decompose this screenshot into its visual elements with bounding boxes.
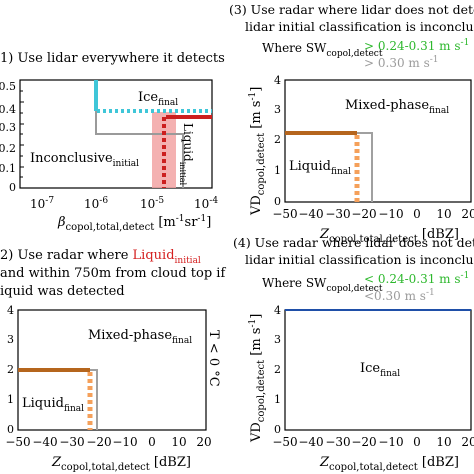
panel-4-yticks: 0 1 2 3 4	[274, 304, 281, 436]
panel-1-xtick: 10-7	[30, 196, 54, 211]
panel-2-xtick: −50	[5, 435, 30, 449]
panel-2-liquid-label: Liquidfinal	[22, 396, 84, 414]
panel-4-ylabel: VDcopol,detect [m s-1]	[248, 314, 267, 443]
panel-3-mixed-phase-label: Mixed-phasefinal	[345, 98, 449, 116]
panel-4-ytick: 3	[274, 333, 281, 346]
panel-4-xtick: −50	[272, 435, 297, 449]
panel-2-xtick: 10	[171, 435, 186, 449]
panel-2-title-line-3: iquid was detected	[0, 284, 125, 299]
panel-1-liquid-label: Liquidinitial	[178, 123, 195, 186]
panel-4-ice-label: Icefinal	[360, 361, 400, 379]
panel-3-axes-frame	[284, 79, 472, 203]
panel-2-xtick: −20	[86, 435, 111, 449]
panel-4-ytick: 0	[274, 423, 281, 436]
panel-1-ytick: 0.4	[0, 103, 16, 116]
panel-4-xtick: 0	[413, 435, 421, 449]
panel-3-legend-gray: > 0.30 m s-1	[364, 55, 439, 70]
panel-3-legend-green: > 0.24-0.31 m s-1	[364, 38, 469, 53]
panel-2-xtick: −10	[112, 435, 137, 449]
panel-3-ytick: 2	[274, 133, 281, 146]
panel-1-ytick: 0.1	[0, 162, 16, 175]
panel-2-ytick: 0	[7, 423, 14, 436]
panel-4-xticks: −50 −40 −30 −20 −10 0 10 20	[272, 435, 474, 449]
panel-1-xtick: 10-5	[140, 196, 164, 211]
panel-2-xtick: 0	[148, 435, 156, 449]
panel-3-xtick: −10	[378, 207, 403, 221]
panel-4-title-line-2: lidar initial classification is inconclu…	[245, 252, 474, 267]
panel-3-xticks: −50 −40 −30 −20 −10 0 10 20	[272, 207, 474, 221]
panel-3-ytick: 3	[274, 103, 281, 116]
panel-3-legend-where: Where SWcopol,detect	[262, 41, 383, 59]
panel-1-ytick: 0.2	[0, 142, 16, 155]
panel-3-liquid-label: Liquidfinal	[289, 159, 351, 177]
panel-1-yticks: 0 0.1 0.2 0.3 0.4 0.5	[0, 80, 16, 194]
panel-3-ytick: 1	[274, 164, 281, 177]
panel-3-title-line-1: (3) Use radar where lidar does not detec…	[229, 2, 474, 17]
panel-3: (3) Use radar where lidar does not detec…	[229, 2, 474, 245]
panel-4-legend-where: Where SWcopol,detect	[262, 276, 383, 294]
panel-4-xtick: −20	[351, 435, 376, 449]
panel-4-ytick: 4	[274, 304, 281, 317]
panel-4-xtick: −10	[378, 435, 403, 449]
panel-4-xtick: −40	[298, 435, 323, 449]
panel-3-xtick: −50	[272, 207, 297, 221]
panel-1-ytick: 0.3	[0, 121, 16, 134]
panel-1-ytick-marks	[20, 90, 24, 189]
panel-3-yticks: 0 1 2 3 4	[274, 74, 281, 208]
panel-1-xtick: 10-4	[194, 196, 218, 211]
panel-2-ytick: 3	[7, 333, 14, 346]
panel-3-ylabel: VDcopol,detect [m s-1]	[248, 87, 267, 216]
panel-4: (4) Use radar where lidar does not detec…	[233, 235, 474, 473]
panel-3-xtick: 20	[461, 207, 474, 221]
panel-1-xtick: 10-6	[84, 196, 108, 211]
panel-4-ytick: 2	[274, 363, 281, 376]
panel-2-title-line-2: and within 750m from cloud top if	[0, 266, 226, 281]
panel-2-xticks: −50 −40 −30 −20 −10 0 10 20	[5, 435, 211, 449]
panel-3-xtick: −30	[325, 207, 350, 221]
panel-4-xtick: 20	[461, 435, 474, 449]
panel-4-title-line-1: (4) Use radar where lidar does not detec…	[233, 235, 474, 250]
panel-1-xticks: 10-7 10-6 10-5 10-4	[30, 196, 218, 211]
panel-1-ice-label: Icefinal	[138, 90, 178, 108]
panel-2-side-label: T < 0 °C	[206, 330, 221, 387]
panel-3-title-line-2: lidar initial classification is inconclu…	[245, 19, 474, 34]
panel-1-inconclusive-label: Inconclusiveinitial	[30, 151, 139, 169]
panel-3-xtick: 0	[413, 207, 421, 221]
panel-1-xlabel: βcopol,total,detect [m-1sr-1]	[57, 214, 211, 233]
panel-2-mixed-phase-label: Mixed-phasefinal	[88, 328, 192, 346]
panel-4-ytick: 1	[274, 393, 281, 406]
panel-1-ytick: 0	[9, 181, 16, 194]
panel-2-xtick: −30	[59, 435, 84, 449]
panel-2-ytick: 1	[7, 393, 14, 406]
panel-2-yticks: 0 1 2 3 4	[7, 304, 14, 436]
panel-3-xtick: −40	[298, 207, 323, 221]
panel-3-ytick: 4	[274, 74, 281, 87]
panel-3-xtick: 10	[436, 207, 451, 221]
panel-2-ytick: 2	[7, 363, 14, 376]
panel-4-xtick: 10	[436, 435, 451, 449]
panel-2-xtick: −40	[32, 435, 57, 449]
panel-3-ytick: 0	[274, 195, 281, 208]
panel-2: 2) Use radar where Liquidinitial and wit…	[0, 248, 226, 473]
panel-4-xtick: −30	[325, 435, 350, 449]
panel-1: 1) Use lidar everywhere it detects 0 0.1…	[0, 51, 225, 233]
panel-3-xtick: −20	[351, 207, 376, 221]
panel-3-xlabel: Zcopol,total,detect [dBZ]	[319, 227, 459, 245]
panel-4-xlabel: Zcopol,total,detect [dBZ]	[319, 455, 459, 473]
panel-2-ytick: 4	[7, 304, 14, 317]
panel-2-xtick: 20	[196, 435, 211, 449]
panel-4-legend-gray: <0.30 m s-1	[364, 288, 435, 303]
panel-4-legend-green: < 0.24-0.31 m s-1	[364, 271, 469, 286]
panel-1-title: 1) Use lidar everywhere it detects	[0, 51, 225, 66]
panel-2-xlabel: Zcopol,total,detect [dBZ]	[51, 455, 191, 473]
panel-2-title-line-1: 2) Use radar where Liquidinitial	[0, 248, 201, 266]
panel-1-ytick: 0.5	[0, 80, 16, 93]
